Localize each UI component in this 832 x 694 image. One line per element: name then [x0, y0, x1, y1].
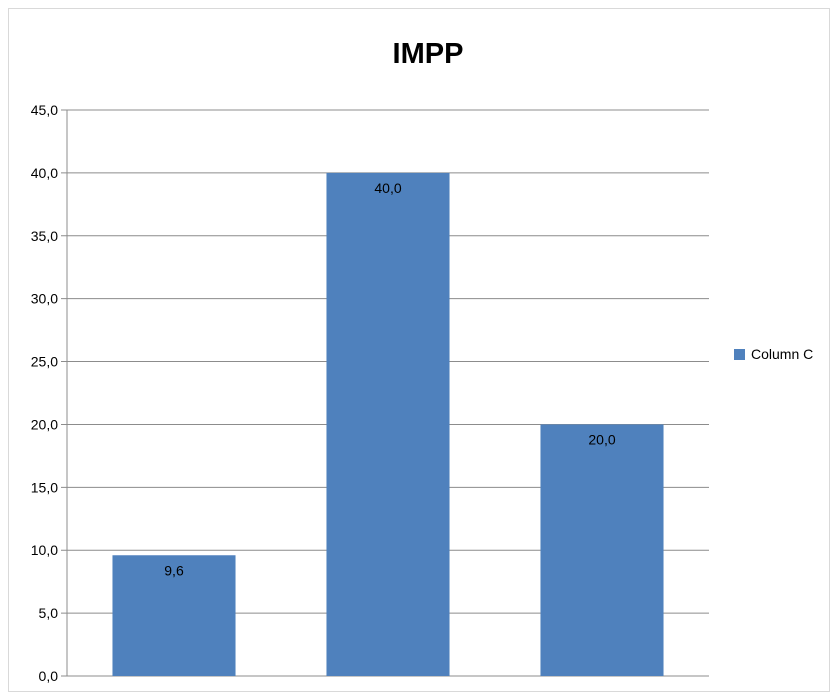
- chart-title: IMPP: [392, 38, 464, 70]
- y-tick-label: 35,0: [31, 228, 58, 244]
- legend-swatch: [734, 348, 745, 360]
- y-tick-label: 0,0: [39, 668, 59, 684]
- data-labels: 9,6 40,0 20,0: [164, 180, 616, 578]
- y-tick-label: 5,0: [39, 605, 59, 621]
- y-tick-label: 20,0: [31, 416, 58, 432]
- bar-value-label: 20,0: [588, 431, 615, 447]
- y-axis: 0,0 5,0 10,0 15,0 20,0 25,0 30,0 35,0 40,0 45,0: [31, 102, 68, 684]
- y-tick-label: 45,0: [31, 102, 58, 118]
- y-tick-label: 25,0: [31, 354, 58, 370]
- bar-value-label: 9,6: [164, 562, 184, 578]
- bar: [540, 424, 664, 676]
- bars: [112, 172, 664, 676]
- y-tick-label: 30,0: [31, 291, 58, 307]
- y-tick-label: 10,0: [31, 542, 58, 558]
- y-tick-label: 40,0: [31, 165, 58, 181]
- legend: Column C: [734, 346, 813, 362]
- legend-label: Column C: [751, 346, 814, 362]
- bar: [326, 172, 450, 676]
- bar: [112, 555, 236, 676]
- y-tick-label: 15,0: [31, 479, 58, 495]
- bar-value-label: 40,0: [374, 180, 401, 196]
